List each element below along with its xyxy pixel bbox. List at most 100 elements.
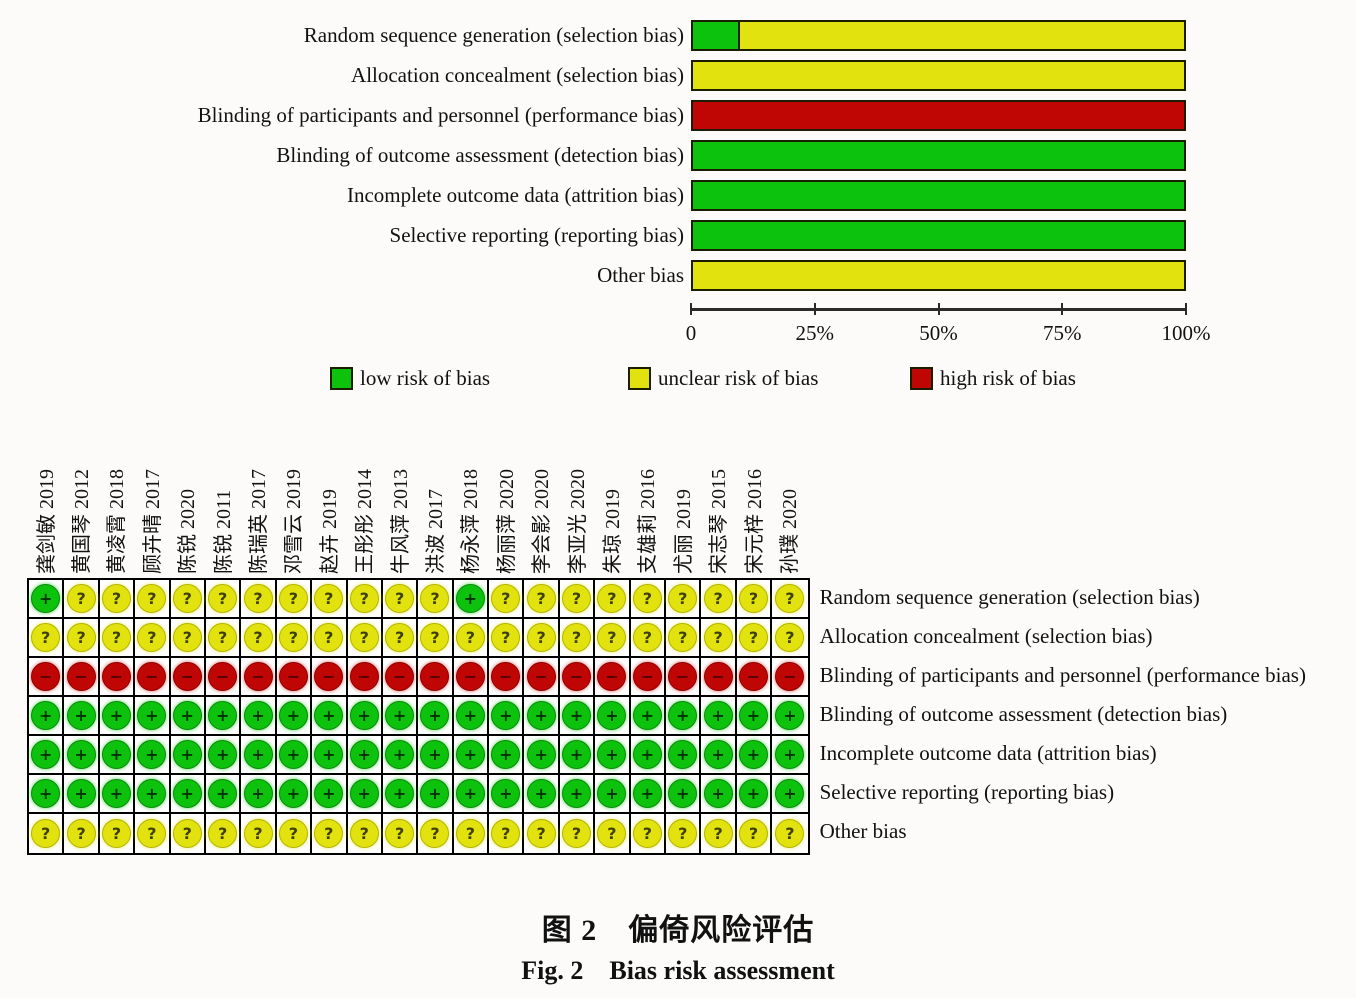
bar-track xyxy=(691,259,1186,291)
judgement-cell: ? xyxy=(701,814,737,853)
judgement-icon-L: + xyxy=(172,779,202,808)
judgement-icon-U: ? xyxy=(31,819,61,848)
judgement-icon-H: − xyxy=(491,662,521,691)
judgement-cell: + xyxy=(772,775,808,814)
matrix-row-labels: Random sequence generation (selection bi… xyxy=(810,578,1306,851)
judgement-cell: ? xyxy=(348,814,383,853)
judgement-cell: + xyxy=(453,775,490,814)
judgement-icon-H: − xyxy=(420,662,450,691)
judgement-icon-U: ? xyxy=(66,584,96,613)
judgement-icon-U: ? xyxy=(101,584,131,613)
judgement-cell: ? xyxy=(312,814,348,853)
judgement-cell: + xyxy=(29,775,65,814)
judgement-icon-U: ? xyxy=(420,623,450,652)
judgement-matrix: +??????????? +???????????????????????????… xyxy=(27,578,810,855)
judgement-cell: ? xyxy=(524,619,560,658)
judgement-cell: + xyxy=(453,736,490,775)
judgement-cell: + xyxy=(29,736,65,775)
judgement-icon-H: − xyxy=(668,662,698,691)
study-name: 王彤彤 2014 xyxy=(354,469,377,574)
study-name: 龚剑敏 2019 xyxy=(35,469,58,574)
judgement-icon-L: + xyxy=(243,740,273,769)
judgement-icon-U: ? xyxy=(597,584,627,613)
study-name: 牛风萍 2013 xyxy=(389,469,412,574)
judgement-icon-L: + xyxy=(703,701,733,730)
judgement-icon-H: − xyxy=(632,662,662,691)
bar-category-label: Incomplete outcome data (attrition bias) xyxy=(346,182,684,207)
judgement-icon-U: ? xyxy=(385,819,415,848)
study-column-header: 杨永萍 2018 xyxy=(454,442,489,578)
judgement-cell: ? xyxy=(277,814,313,853)
judgement-icon-L: + xyxy=(137,701,167,730)
judgement-icon-H: − xyxy=(739,662,768,691)
judgement-cell: + xyxy=(135,697,171,736)
judgement-cell: − xyxy=(701,658,737,697)
judgement-cell: + xyxy=(595,775,631,814)
judgement-icon-U: ? xyxy=(101,623,131,652)
judgement-cell: ? xyxy=(453,619,490,658)
judgement-icon-L: + xyxy=(278,779,308,808)
study-name: 支雄莉 2016 xyxy=(637,469,660,574)
judgement-icon-L: + xyxy=(349,779,379,808)
judgement-cell: + xyxy=(312,775,348,814)
bar-category-label: Allocation concealment (selection bias) xyxy=(351,62,684,87)
judgement-cell: + xyxy=(701,697,737,736)
judgement-icon-H: − xyxy=(775,662,805,691)
judgement-icon-L: + xyxy=(278,701,308,730)
bar-row: Blinding of participants and personnel (… xyxy=(0,95,1186,135)
judgement-icon-L: + xyxy=(455,740,485,769)
bar-row: Other bias xyxy=(0,255,1186,295)
judgement-icon-H: − xyxy=(703,662,733,691)
judgement-icon-U: ? xyxy=(703,623,733,652)
judgement-icon-L: + xyxy=(385,779,415,808)
judgement-icon-U: ? xyxy=(172,819,202,848)
judgement-cell: + xyxy=(559,775,596,814)
judgement-cell: + xyxy=(595,697,631,736)
axis-tick-label: 25% xyxy=(795,321,835,345)
judgement-icon-L: + xyxy=(775,701,805,730)
study-column-header: 陈瑞英 2017 xyxy=(241,442,276,578)
judgement-cell: + xyxy=(64,697,100,736)
judgement-cell: ? xyxy=(630,580,667,619)
judgement-icon-L: + xyxy=(526,740,556,769)
study-name: 陈瑞英 2017 xyxy=(248,469,271,574)
judgement-icon-L: + xyxy=(172,740,202,769)
judgement-cell: ? xyxy=(64,580,100,619)
judgement-cell: + xyxy=(99,736,136,775)
judgement-cell: + xyxy=(772,736,808,775)
judgement-icon-U: ? xyxy=(278,819,308,848)
legend-item-high: high risk of bias xyxy=(910,366,1076,391)
judgement-icon-L: + xyxy=(420,701,450,730)
study-column-header: 邓雪云 2019 xyxy=(277,442,312,578)
axis-tick xyxy=(1061,303,1064,315)
study-column-header: 陈锐 2020 xyxy=(171,442,206,578)
axis-tick-label: 75% xyxy=(1043,321,1082,345)
judgement-cell: − xyxy=(99,658,136,697)
judgement-icon-U: ? xyxy=(385,623,415,652)
judgement-cell: + xyxy=(524,697,560,736)
bar-category-label: Blinding of outcome assessment (detectio… xyxy=(276,142,684,167)
matrix-row-label: Other bias xyxy=(819,819,907,843)
judgement-cell: ? xyxy=(99,580,136,619)
judgement-icon-L: + xyxy=(137,779,167,808)
bar-segment-unclear xyxy=(693,61,1184,89)
judgement-icon-U: ? xyxy=(243,584,273,613)
judgement-cell: − xyxy=(736,658,773,697)
judgement-cell: − xyxy=(595,658,631,697)
judgement-cell: + xyxy=(736,736,773,775)
judgement-icon-L: + xyxy=(668,701,698,730)
judgement-cell: ? xyxy=(524,580,560,619)
judgement-icon-U: ? xyxy=(385,584,415,613)
judgement-icon-L: + xyxy=(632,701,662,730)
judgement-cell: ? xyxy=(595,580,631,619)
judgement-cell: + xyxy=(489,736,525,775)
bar-row: Incomplete outcome data (attrition bias) xyxy=(0,175,1186,215)
judgement-cell: − xyxy=(312,658,348,697)
judgement-icon-U: ? xyxy=(668,623,698,652)
matrix-row-label: Blinding of participants and personnel (… xyxy=(819,663,1306,687)
judgement-cell: + xyxy=(64,736,100,775)
bar-segment-low xyxy=(693,21,738,49)
judgement-cell: − xyxy=(489,658,525,697)
study-column-header: 宋志琴 2015 xyxy=(701,442,736,578)
study-column-header: 杨丽萍 2020 xyxy=(489,442,524,578)
